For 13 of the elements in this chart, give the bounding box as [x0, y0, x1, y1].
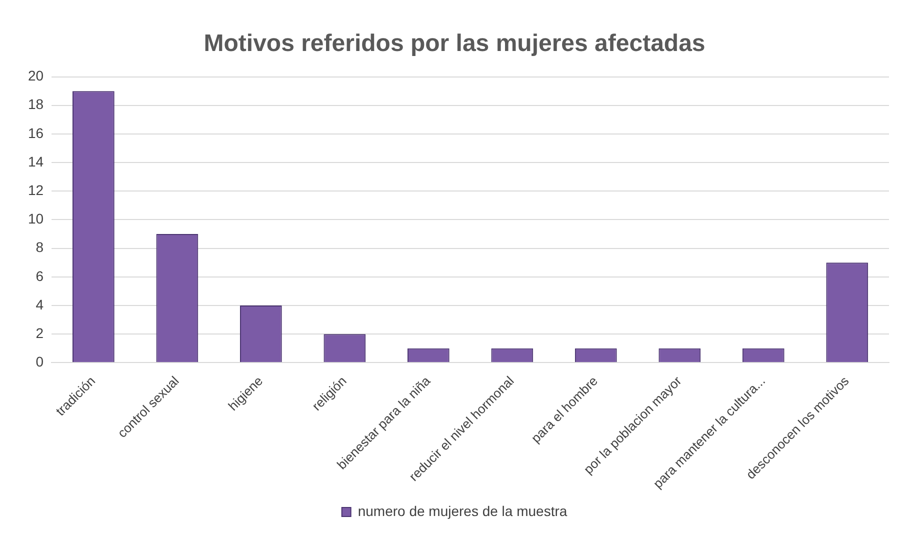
legend-label: numero de mujeres de la muestra: [358, 502, 568, 519]
chart-title: Motivos referidos por las mujeres afectadas: [204, 30, 706, 58]
y-tick-label: 16: [28, 124, 44, 141]
y-tick-label: 20: [28, 68, 44, 84]
y-tick-label: 8: [36, 239, 44, 256]
y-tick-label: 0: [36, 354, 44, 370]
y-tick-label: 14: [28, 153, 44, 170]
y-tick-label: 2: [36, 324, 44, 341]
y-tick-label: 12: [28, 182, 44, 198]
y-tick-label: 4: [36, 296, 44, 312]
y-tick-label: 6: [36, 268, 44, 284]
y-tick-label: 10: [28, 210, 44, 227]
y-tick-label: 18: [28, 96, 44, 112]
